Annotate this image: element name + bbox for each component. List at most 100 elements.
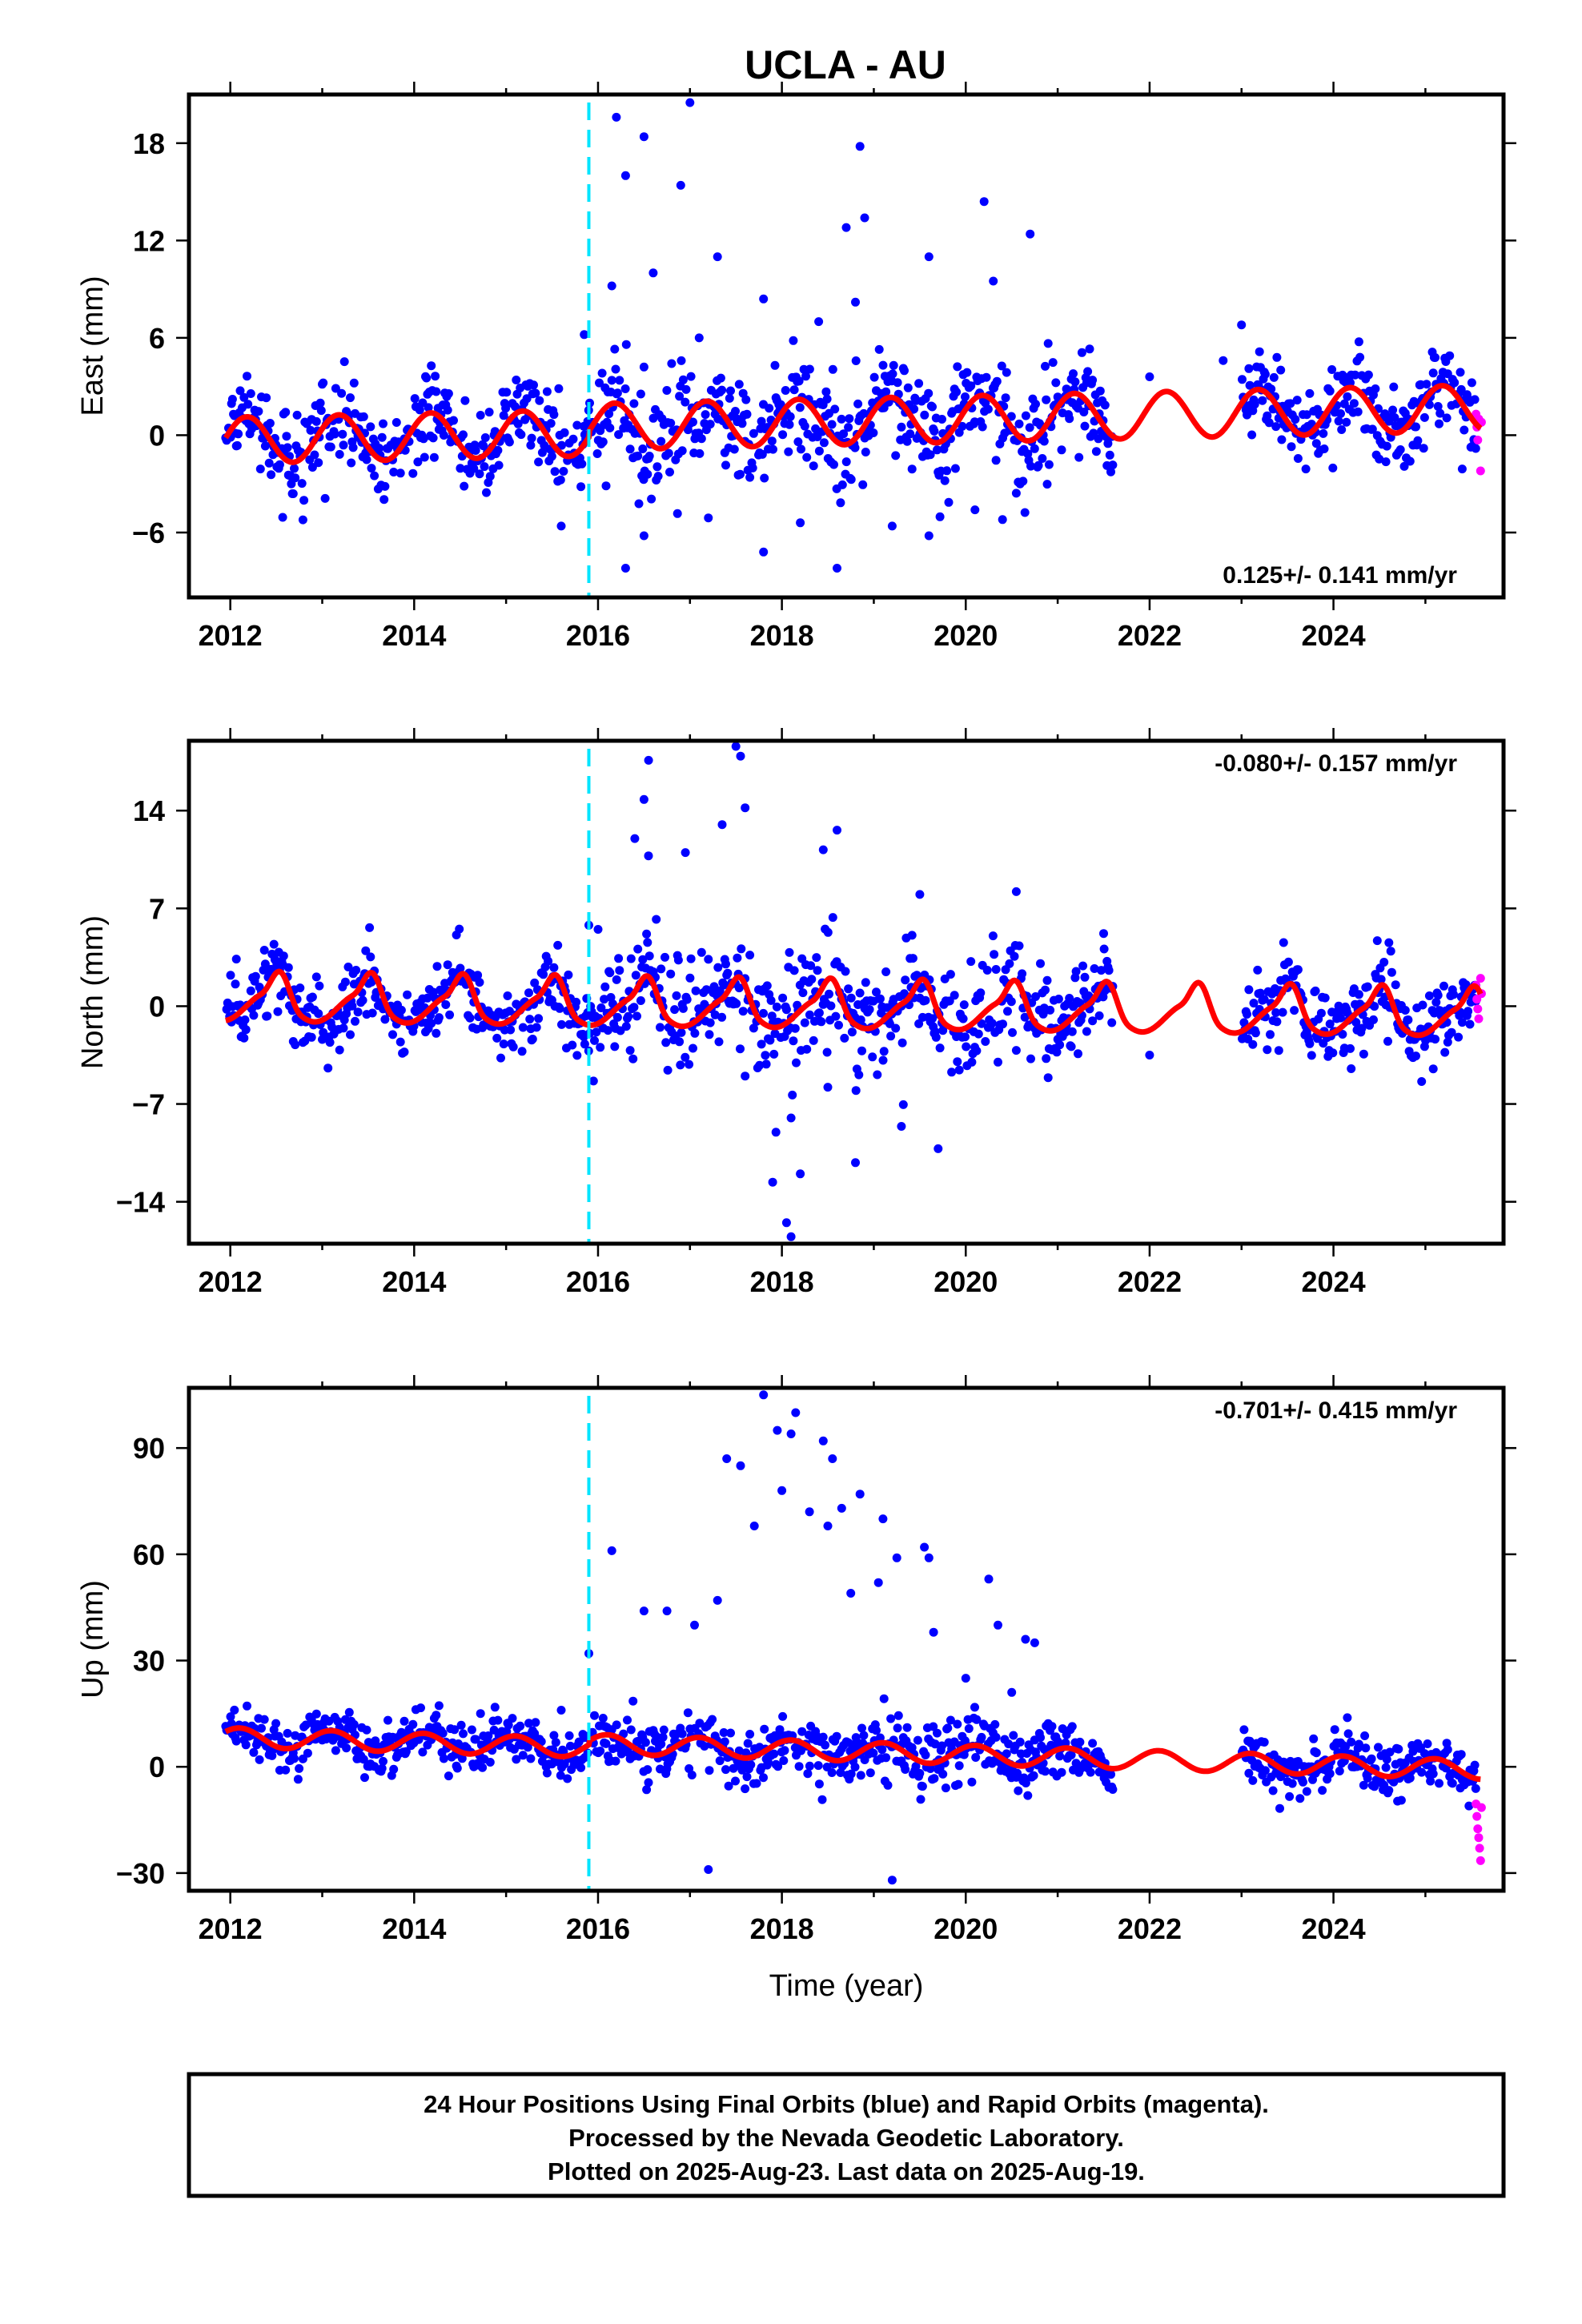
data-point <box>775 1725 785 1735</box>
data-point <box>465 1013 475 1023</box>
data-point <box>1074 1049 1082 1059</box>
outlier-point <box>786 1429 796 1438</box>
data-point <box>837 414 846 424</box>
data-point <box>897 422 906 432</box>
data-point <box>705 1766 714 1775</box>
data-point <box>1419 444 1428 453</box>
data-point <box>1026 461 1035 471</box>
data-point <box>759 1008 768 1018</box>
data-point <box>1320 993 1330 1003</box>
data-point <box>600 995 609 1004</box>
data-point <box>456 963 465 973</box>
data-point <box>805 364 814 374</box>
data-point <box>881 387 891 396</box>
outlier-point <box>833 564 841 573</box>
data-point <box>1025 423 1034 432</box>
data-point <box>1021 1779 1030 1787</box>
data-point <box>344 1707 354 1717</box>
data-point <box>1066 1751 1076 1759</box>
data-point <box>888 369 897 379</box>
data-point <box>323 1063 333 1073</box>
data-point <box>413 457 423 467</box>
outlier-point <box>607 1546 616 1555</box>
data-point <box>612 1012 622 1022</box>
data-point <box>708 1715 717 1724</box>
y-tick-label: 90 <box>133 1432 165 1465</box>
x-tick-label: 2012 <box>199 1912 263 1945</box>
data-point <box>343 963 353 971</box>
data-point <box>377 432 387 442</box>
data-point <box>1244 1768 1254 1778</box>
rapid-orbit-point <box>1475 1844 1484 1853</box>
data-point <box>938 1741 946 1751</box>
data-point <box>921 995 930 1005</box>
data-point <box>438 1728 448 1738</box>
data-point <box>907 464 917 474</box>
data-point <box>826 1001 836 1011</box>
data-point <box>792 1058 801 1068</box>
x-tick-label: 2018 <box>750 1265 814 1298</box>
data-point <box>391 418 401 427</box>
data-point <box>991 965 1001 974</box>
data-point <box>1278 1007 1287 1017</box>
data-point <box>444 1771 453 1781</box>
data-point <box>806 961 816 971</box>
data-point <box>764 1758 773 1767</box>
data-point <box>666 969 676 979</box>
data-point <box>315 981 324 991</box>
data-point <box>542 1768 552 1778</box>
data-point <box>935 1043 945 1053</box>
caption-frame <box>187 2072 1506 2198</box>
caption-box: 24 Hour Positions Using Final Orbits (bl… <box>187 2072 1506 2198</box>
data-point <box>659 1725 669 1735</box>
data-point <box>469 464 479 473</box>
data-point <box>331 384 340 393</box>
data-point <box>723 968 733 978</box>
data-point <box>1450 378 1460 388</box>
data-point <box>1079 408 1089 416</box>
outlier-point <box>837 1503 846 1513</box>
data-point <box>1070 377 1080 387</box>
data-point <box>732 999 741 1008</box>
data-point <box>1251 1028 1260 1038</box>
data-point <box>705 420 715 429</box>
outlier-point <box>749 1522 759 1530</box>
data-point <box>456 1720 466 1730</box>
data-point <box>672 991 681 1000</box>
data-point <box>938 415 946 424</box>
data-point <box>1360 1731 1370 1740</box>
data-point <box>716 373 725 383</box>
data-point <box>827 1768 837 1777</box>
data-point <box>611 364 620 374</box>
y-axis-label: North (mm) <box>76 915 110 1069</box>
data-point <box>379 419 387 428</box>
data-point <box>480 462 489 472</box>
rapid-orbit-point <box>1473 1004 1483 1014</box>
data-point <box>741 1784 750 1794</box>
data-point <box>759 1773 768 1783</box>
data-point <box>734 380 744 389</box>
x-axis-up: 2012 2014 2016 2018 2020 2022 2024 <box>199 1375 1427 1945</box>
data-point <box>396 468 405 478</box>
data-point <box>844 984 853 994</box>
data-point <box>847 1027 857 1037</box>
data-point <box>628 1054 638 1063</box>
data-point <box>429 452 439 462</box>
data-point <box>231 979 240 989</box>
data-point <box>1346 378 1355 388</box>
data-point <box>1302 1787 1311 1796</box>
outlier-point <box>786 1232 796 1241</box>
data-point <box>597 368 607 378</box>
data-point <box>817 1795 827 1804</box>
data-point <box>1399 461 1409 471</box>
data-point <box>239 392 249 402</box>
data-point <box>475 469 484 479</box>
data-point <box>821 1740 830 1750</box>
data-point <box>757 416 766 426</box>
data-point <box>320 493 330 503</box>
data-point <box>1069 369 1078 379</box>
data-point <box>432 387 441 396</box>
data-point <box>878 1055 888 1065</box>
data-point <box>749 428 758 438</box>
data-point <box>823 927 833 937</box>
